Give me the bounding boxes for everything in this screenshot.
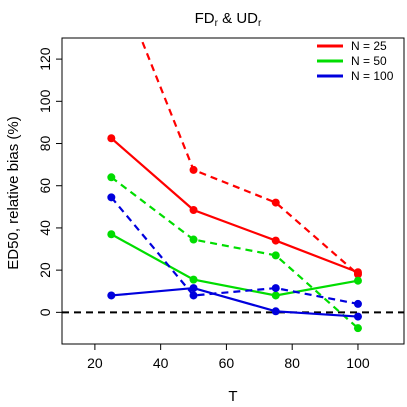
data-point-5-3 [353,299,362,308]
data-point-0-0 [107,134,116,143]
y-axis-label: ED50, relative bias (%) [5,116,22,269]
series-line-0 [110,137,359,274]
data-point-1-2 [271,198,280,207]
x-tick-label-2: 60 [219,355,235,371]
y-tick-label-0: 0 [37,308,53,316]
data-point-5-0 [107,193,116,202]
data-point-2-1 [189,275,198,284]
data-point-3-3 [353,324,362,333]
plot-area [61,37,405,345]
x-tick-label-4: 100 [346,355,370,371]
y-tick-label-2: 40 [37,220,53,236]
legend-label-0: N = 25 [351,39,387,53]
y-tick-label-3: 60 [37,178,53,194]
series-line-1 [139,38,359,276]
legend: N = 25N = 50N = 100 [317,39,394,83]
chart-title: FDr & UDr [195,10,262,29]
legend-label-1: N = 50 [351,54,387,68]
data-point-4-0 [107,291,116,300]
plot-frame [61,37,405,345]
x-axis: 20 40 60 80 100 [87,344,370,371]
data-point-0-1 [189,205,198,214]
series-line-2 [110,233,359,297]
data-point-5-1 [189,291,198,300]
data-point-4-3 [353,312,362,321]
y-tick-label-1: 20 [37,262,53,278]
y-tick-label-4: 80 [37,136,53,152]
data-point-1-3 [353,270,362,279]
y-tick-label-5: 100 [37,89,53,113]
series-line-5 [110,196,359,305]
data-point-5-2 [271,284,280,293]
x-axis-label: T [228,388,237,405]
data-point-2-3 [353,276,362,285]
x-tick-label-3: 80 [284,355,300,371]
legend-label-2: N = 100 [351,69,394,83]
x-tick-label-1: 40 [153,355,169,371]
data-point-2-0 [107,230,116,239]
data-point-3-1 [189,235,198,244]
data-point-2-2 [271,291,280,300]
data-point-3-0 [107,173,116,182]
chart-title-text: FDr & UDr [195,10,262,29]
data-point-0-2 [271,236,280,245]
series-line-3 [110,176,359,329]
data-point-4-2 [271,307,280,316]
data-point-1-1 [189,165,198,174]
data-point-3-2 [271,251,280,260]
y-tick-label-6: 120 [37,47,53,71]
y-axis: 0 20 40 60 80 100 120 [37,47,62,316]
series-line-4 [111,286,359,318]
data-point-4-1 [189,284,198,293]
x-tick-label-0: 20 [87,355,103,371]
